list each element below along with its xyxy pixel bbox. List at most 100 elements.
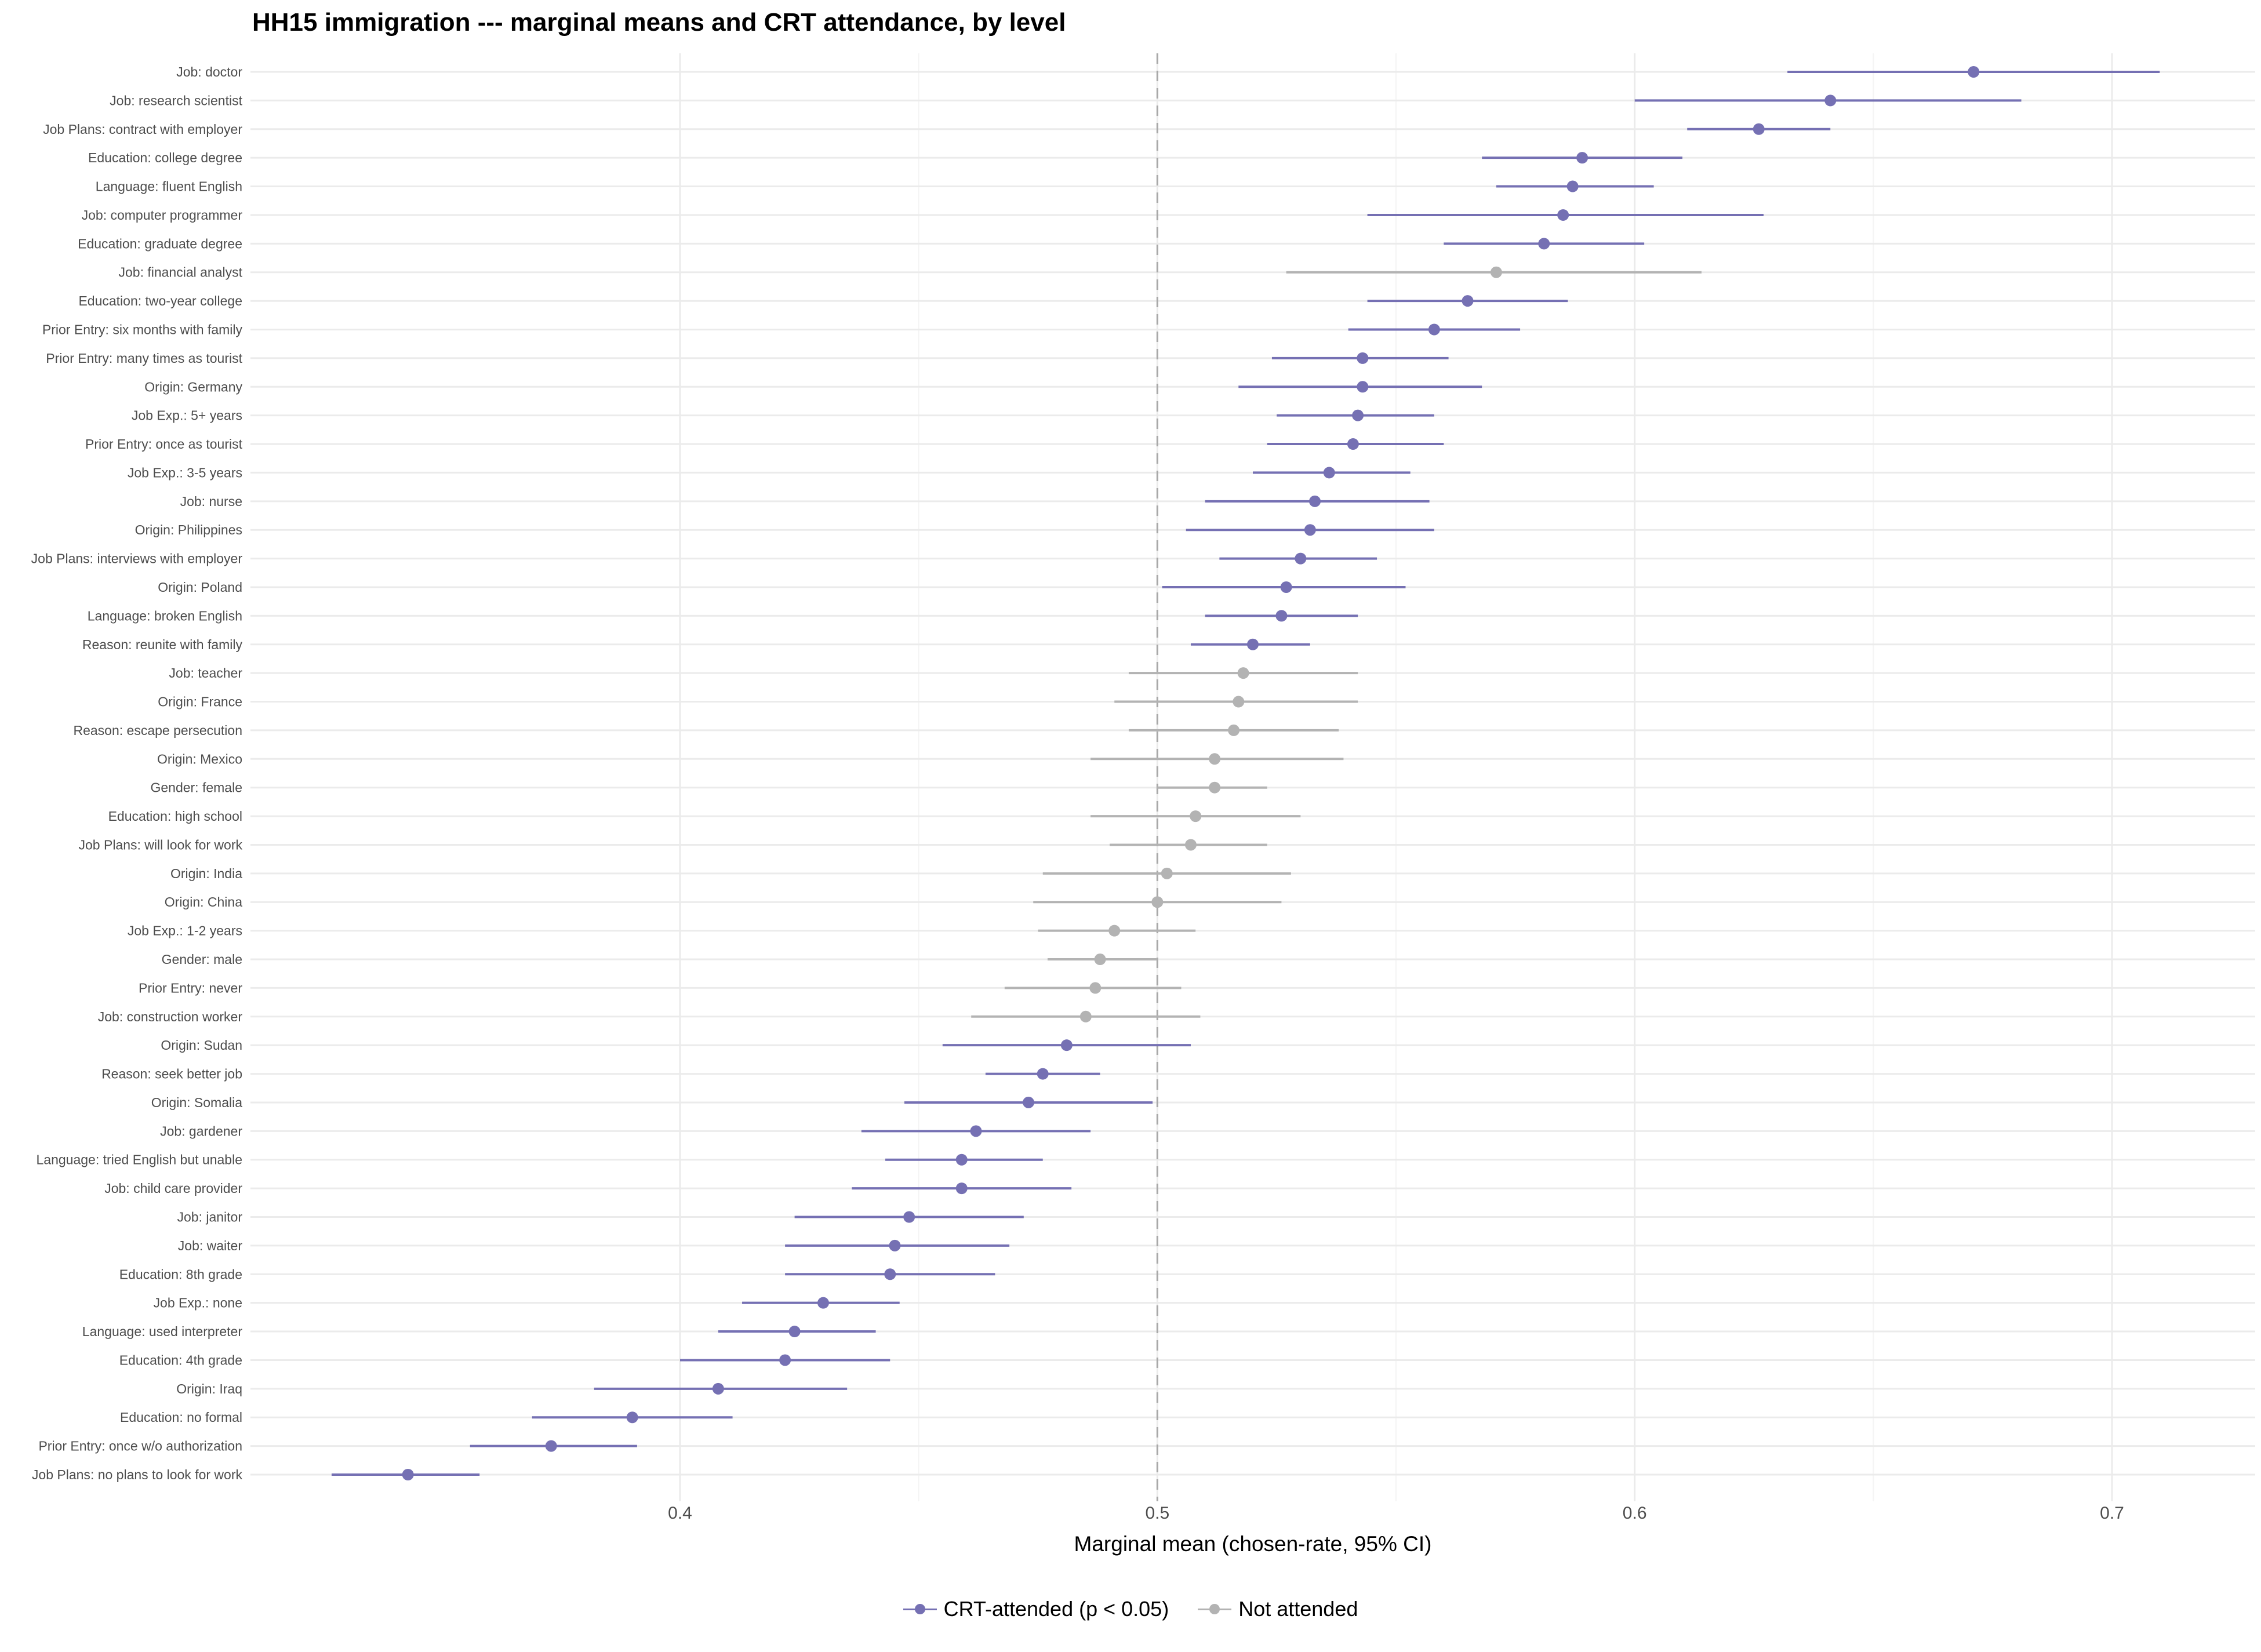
data-point: [1557, 209, 1569, 221]
data-point: [1247, 638, 1259, 650]
y-tick-label: Origin: Iraq: [176, 1381, 242, 1396]
data-point: [1352, 409, 1364, 421]
data-point: [1462, 295, 1474, 307]
data-point: [1094, 954, 1106, 966]
data-point: [1190, 810, 1202, 823]
data-point: [1151, 896, 1164, 908]
data-point: [1357, 381, 1369, 393]
y-tick-label: Job Exp.: 5+ years: [132, 408, 242, 423]
data-point: [1304, 524, 1316, 536]
data-point: [1490, 266, 1502, 278]
data-point: [1161, 867, 1173, 879]
data-point: [712, 1382, 724, 1395]
y-tick-label: Job: waiter: [178, 1238, 243, 1253]
data-point: [903, 1211, 915, 1223]
data-point: [626, 1411, 638, 1424]
y-tick-label: Language: broken English: [88, 608, 242, 623]
chart-title: HH15 immigration --- marginal means and …: [252, 8, 1066, 37]
data-point: [1295, 552, 1307, 565]
x-axis-label: Marginal mean (chosen-rate, 95% CI): [1074, 1532, 1432, 1556]
y-tick-label: Origin: India: [170, 866, 242, 881]
y-tick-label: Prior Entry: six months with family: [42, 322, 243, 337]
x-tick-label: 0.6: [1623, 1504, 1647, 1523]
y-tick-label: Job: teacher: [169, 665, 242, 681]
data-point: [1968, 66, 1980, 78]
y-tick-label: Origin: China: [165, 894, 242, 909]
legend: CRT-attended (p < 0.05) Not attended: [0, 1597, 2261, 1621]
x-tick-label: 0.5: [1145, 1504, 1169, 1523]
data-point: [955, 1154, 968, 1166]
data-point: [1209, 753, 1221, 765]
data-point: [1566, 180, 1579, 192]
y-tick-label: Gender: male: [162, 952, 242, 967]
data-point: [402, 1469, 414, 1480]
data-point: [1089, 982, 1102, 994]
y-tick-label: Job Plans: will look for work: [79, 837, 243, 852]
data-point: [1576, 152, 1588, 164]
data-point: [1280, 581, 1292, 593]
data-point: [1347, 438, 1359, 450]
x-tick-label: 0.4: [668, 1504, 692, 1523]
y-tick-label: Job Exp.: 1-2 years: [128, 923, 242, 938]
data-point: [545, 1440, 557, 1452]
y-tick-label: Job: gardener: [160, 1123, 242, 1138]
y-tick-label: Origin: France: [158, 694, 242, 709]
data-point: [1753, 123, 1765, 135]
y-tick-label: Origin: Somalia: [151, 1095, 242, 1110]
data-point: [955, 1182, 968, 1195]
data-point: [1233, 696, 1245, 708]
y-tick-label: Education: graduate degree: [78, 236, 242, 251]
y-tick-label: Education: two-year college: [78, 293, 242, 308]
legend-label-not-attended: Not attended: [1238, 1597, 1358, 1621]
x-tick-label: 0.7: [2100, 1504, 2124, 1523]
legend-item-not-attended: Not attended: [1198, 1597, 1358, 1621]
data-point: [884, 1268, 896, 1280]
data-point: [1428, 323, 1440, 336]
y-tick-label: Job Plans: no plans to look for work: [32, 1467, 243, 1482]
y-tick-label: Job: nurse: [180, 494, 242, 509]
data-point: [1228, 724, 1240, 736]
y-tick-label: Prior Entry: once w/o authorization: [38, 1439, 242, 1454]
y-tick-label: Education: 4th grade: [119, 1352, 242, 1367]
y-tick-label: Reason: seek better job: [101, 1067, 242, 1082]
data-point: [1108, 925, 1121, 937]
y-tick-label: Language: fluent English: [96, 179, 242, 194]
y-tick-label: Language: used interpreter: [82, 1324, 243, 1339]
y-tick-label: Origin: Mexico: [157, 751, 242, 766]
data-point: [788, 1326, 801, 1338]
y-tick-label: Job: financial analyst: [118, 265, 242, 280]
y-tick-label: Job: construction worker: [98, 1009, 243, 1024]
data-point: [1209, 781, 1221, 794]
data-point: [1079, 1010, 1092, 1023]
data-point: [889, 1239, 901, 1251]
y-tick-label: Job: computer programmer: [82, 208, 243, 223]
data-point: [1323, 467, 1335, 479]
data-point: [1275, 610, 1288, 622]
y-tick-label: Education: college degree: [88, 150, 242, 165]
data-point: [970, 1125, 982, 1137]
y-tick-label: Prior Entry: never: [139, 980, 242, 995]
y-tick-label: Origin: Poland: [158, 580, 242, 595]
y-tick-label: Job: doctor: [176, 64, 242, 79]
y-tick-label: Job: janitor: [177, 1210, 242, 1225]
y-tick-label: Job Plans: contract with employer: [43, 122, 242, 137]
legend-key-not-attended: [1198, 1602, 1232, 1616]
plot-area: Job: doctor Job: research scientist Job Pl…: [31, 53, 2255, 1556]
y-tick-label: Origin: Germany: [144, 379, 242, 394]
y-tick-label: Job Exp.: none: [154, 1296, 242, 1311]
data-point: [1023, 1096, 1035, 1108]
data-point: [1060, 1039, 1073, 1051]
legend-label-attended: CRT-attended (p < 0.05): [943, 1597, 1169, 1621]
y-tick-label: Job: research scientist: [110, 93, 242, 108]
data-point: [817, 1297, 829, 1309]
y-tick-label: Reason: reunite with family: [82, 637, 243, 652]
y-tick-label: Job Plans: interviews with employer: [31, 551, 243, 566]
y-tick-label: Job Exp.: 3-5 years: [128, 465, 242, 480]
y-tick-label: Prior Entry: once as tourist: [85, 436, 243, 452]
data-point: [1357, 352, 1369, 364]
data-point: [1309, 495, 1321, 507]
data-point: [779, 1354, 791, 1366]
y-tick-label: Job: child care provider: [104, 1181, 242, 1196]
y-tick-label: Prior Entry: many times as tourist: [46, 351, 242, 366]
y-tick-label: Education: high school: [108, 809, 242, 824]
